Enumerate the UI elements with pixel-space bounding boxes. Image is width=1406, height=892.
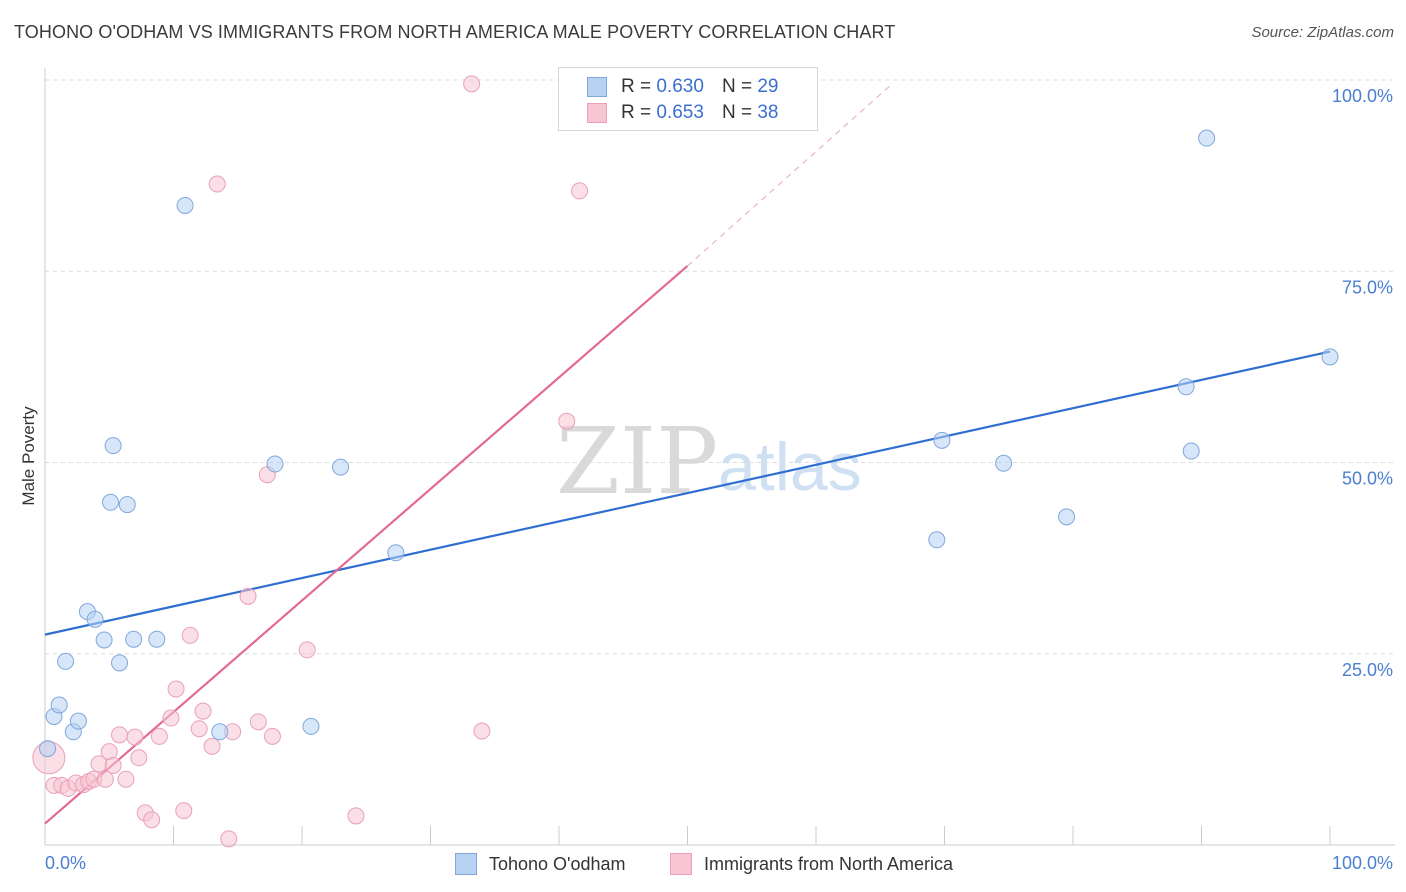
point-immigrants	[220, 830, 238, 848]
point-tohono	[387, 544, 405, 562]
point-immigrants	[347, 807, 365, 825]
point-immigrants	[473, 722, 491, 740]
point-immigrants	[463, 75, 481, 93]
point-immigrants	[104, 756, 122, 774]
bottom-legend-swatch-blue	[455, 853, 477, 875]
legend-row-series1: R = 0.630 N = 29	[587, 75, 778, 99]
point-immigrants	[263, 727, 281, 745]
trendline-tohono	[44, 350, 1331, 636]
bottom-legend-label-series2: Immigrants from North America	[704, 853, 954, 874]
point-tohono	[928, 531, 946, 549]
legend-row-series2: R = 0.653 N = 38	[587, 101, 778, 125]
point-tohono	[148, 630, 166, 648]
point-tohono	[1198, 129, 1216, 147]
trend-lines	[44, 82, 1331, 825]
point-tohono	[332, 458, 350, 476]
point-immigrants	[203, 737, 221, 755]
legend-n-value: 38	[757, 102, 779, 123]
point-tohono	[1182, 442, 1200, 460]
point-immigrants	[96, 770, 114, 788]
point-immigrants	[175, 802, 193, 820]
legend-r-label: R =	[621, 102, 652, 123]
point-tohono	[933, 431, 951, 449]
point-tohono	[111, 654, 129, 672]
point-tohono	[1177, 378, 1195, 396]
legend-r-value: 0.653	[656, 102, 704, 123]
point-tohono	[266, 455, 284, 473]
point-immigrants	[117, 770, 135, 788]
grid-lines	[45, 79, 1395, 655]
legend-r-value: 0.630	[656, 76, 704, 97]
y-tick-label: 100.0%	[1332, 86, 1393, 106]
trendline-immigrants	[44, 265, 689, 825]
point-immigrants	[194, 702, 212, 720]
point-immigrants	[190, 720, 208, 738]
point-tohono	[69, 712, 87, 730]
legend-swatch-pink	[587, 103, 607, 123]
point-immigrants	[298, 641, 316, 659]
point-immigrants	[167, 680, 185, 698]
watermark: ZIP atlas	[556, 408, 862, 515]
point-immigrants	[181, 626, 199, 644]
point-tohono	[1058, 508, 1076, 526]
x-tick-label: 0.0%	[45, 853, 86, 873]
tick-labels: 25.0% 50.0% 75.0% 100.0% 0.0% 100.0%	[45, 86, 1393, 873]
trendline-immigrants-extension	[687, 82, 894, 267]
point-tohono	[50, 696, 68, 714]
point-immigrants	[111, 726, 129, 744]
point-tohono	[86, 610, 104, 628]
point-immigrants	[558, 412, 576, 430]
y-tick-label: 75.0%	[1342, 277, 1393, 297]
point-tohono	[95, 631, 113, 649]
y-tick-label: 50.0%	[1342, 469, 1393, 489]
point-tohono	[102, 493, 120, 511]
y-axis-title: Male Poverty	[19, 406, 38, 506]
data-points	[32, 75, 1339, 848]
watermark-zip: ZIP	[556, 408, 718, 515]
point-immigrants	[143, 811, 161, 829]
bottom-legend-series1: Tohono O'odham	[455, 852, 626, 876]
watermark-atlas: atlas	[718, 429, 862, 505]
bottom-legend-swatch-pink	[670, 853, 692, 875]
legend-n-label: N =	[721, 102, 753, 123]
point-tohono	[302, 717, 320, 735]
point-immigrants	[249, 713, 267, 731]
legend-n-label: N =	[721, 76, 753, 97]
point-tohono	[118, 496, 136, 514]
point-immigrants	[150, 727, 168, 745]
legend: R = 0.630 N = 29 R = 0.653 N = 38	[558, 67, 818, 131]
source-label: Source: ZipAtlas.com	[1251, 24, 1394, 41]
chart-title: TOHONO O'ODHAM VS IMMIGRANTS FROM NORTH …	[14, 22, 896, 42]
point-tohono	[125, 630, 143, 648]
legend-swatch-blue	[587, 77, 607, 97]
point-tohono	[211, 723, 229, 741]
point-immigrants	[208, 175, 226, 193]
point-tohono	[57, 652, 75, 670]
x-tick-label: 100.0%	[1332, 853, 1393, 873]
point-tohono	[176, 196, 194, 214]
bottom-legend-series2: Immigrants from North America	[670, 852, 953, 876]
bottom-legend-label-series1: Tohono O'odham	[489, 853, 626, 874]
legend-n-value: 29	[757, 76, 779, 97]
point-immigrants	[126, 728, 144, 746]
y-tick-label: 25.0%	[1342, 660, 1393, 680]
point-tohono	[1321, 348, 1339, 366]
axes	[44, 68, 1395, 846]
point-immigrants	[571, 182, 589, 200]
point-tohono	[995, 454, 1013, 472]
point-immigrants	[162, 709, 180, 727]
point-immigrants	[239, 587, 257, 605]
legend-r-label: R =	[621, 76, 652, 97]
point-immigrants	[130, 749, 148, 767]
point-tohono	[39, 740, 57, 758]
point-tohono	[104, 437, 122, 455]
